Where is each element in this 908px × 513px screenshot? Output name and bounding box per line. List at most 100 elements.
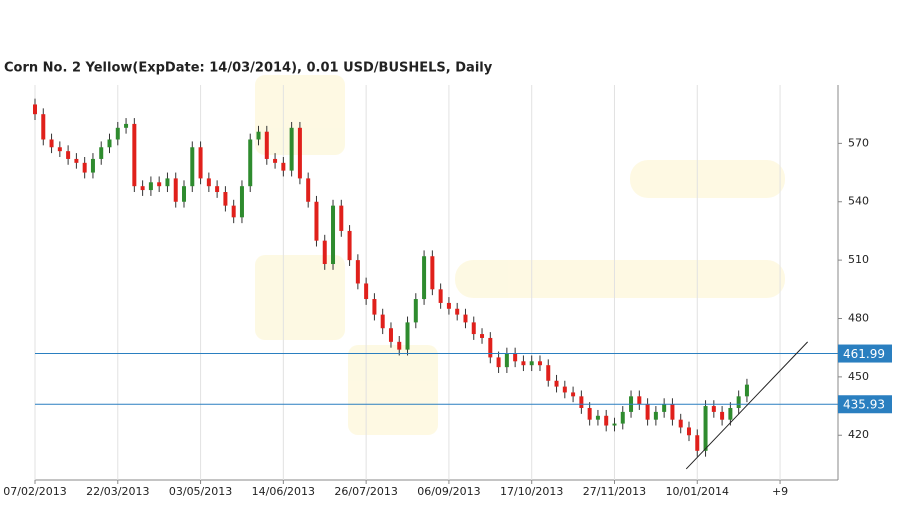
level-label-box <box>838 344 892 363</box>
candle-body <box>744 384 749 397</box>
candle-body <box>173 178 178 202</box>
x-tick-label: 03/05/2013 <box>169 485 232 498</box>
candle-body <box>314 201 319 241</box>
candle-body <box>413 299 418 323</box>
candle-body <box>711 406 716 412</box>
candle-body <box>182 186 187 202</box>
candle-body <box>190 147 195 187</box>
candle-body <box>645 404 650 420</box>
candle-body <box>678 419 683 428</box>
candle-body <box>471 322 476 335</box>
x-tick-label: 10/01/2014 <box>666 485 729 498</box>
x-tick-label: 06/09/2013 <box>417 485 480 498</box>
candle-body <box>132 123 137 187</box>
candle-body <box>140 186 145 191</box>
candle-body <box>521 361 526 366</box>
candle-body <box>289 127 294 171</box>
x-tick-label: 14/06/2013 <box>252 485 315 498</box>
candle-body <box>33 104 37 115</box>
candle-body <box>480 334 485 338</box>
candle-body <box>488 337 493 358</box>
candle-body <box>438 289 443 303</box>
level-label: 461.99 <box>843 347 885 361</box>
candle-body <box>124 123 129 128</box>
candle-body <box>397 341 402 350</box>
trend-line <box>685 341 809 470</box>
y-tick-label: 480 <box>848 311 869 324</box>
candle-body <box>686 427 691 436</box>
level-label-box <box>838 395 892 414</box>
candle-body <box>297 127 302 179</box>
candle-body <box>504 353 509 368</box>
x-tick-label: 22/03/2013 <box>86 485 149 498</box>
candle-body <box>562 386 567 393</box>
candle-body <box>736 396 741 409</box>
level-label: 435.93 <box>843 398 885 412</box>
candle-body <box>231 205 236 218</box>
candle-body <box>579 396 584 409</box>
candle-body <box>281 162 286 171</box>
candle-body <box>463 314 468 323</box>
candle-body <box>248 139 253 187</box>
candle-body <box>347 230 352 261</box>
candle-body <box>82 162 87 173</box>
y-tick-label: 420 <box>848 428 869 441</box>
candle-body <box>496 357 501 368</box>
candle-body <box>355 260 360 284</box>
candle-body <box>529 361 534 366</box>
candle-body <box>107 139 112 148</box>
candle-body <box>537 361 542 366</box>
candle-body <box>49 139 54 148</box>
candle-body <box>612 423 617 426</box>
candle-body <box>223 192 228 206</box>
candle-body <box>595 415 600 420</box>
candle-body <box>446 302 451 309</box>
candle-body <box>372 299 377 315</box>
candle-body <box>322 240 327 265</box>
candle-body <box>90 158 95 173</box>
x-tick-label: 17/10/2013 <box>500 485 563 498</box>
candle-body <box>148 182 153 191</box>
candle-body <box>554 380 559 387</box>
y-tick-label: 510 <box>848 253 869 266</box>
candle-body <box>720 411 725 420</box>
candle-body <box>198 147 203 179</box>
candle-body <box>695 435 700 451</box>
candle-body <box>273 158 278 163</box>
candle-body <box>264 131 269 159</box>
y-tick-label: 570 <box>848 136 869 149</box>
candle-body <box>339 205 344 231</box>
x-tick-label: 07/02/2013 <box>3 485 66 498</box>
x-tick-label: +9 <box>772 485 788 498</box>
candle-body <box>662 404 667 412</box>
candle-body <box>74 158 79 163</box>
candle-body <box>388 328 393 342</box>
candle-body <box>728 408 733 420</box>
candle-body <box>331 205 336 265</box>
x-tick-label: 27/11/2013 <box>583 485 646 498</box>
candle-body <box>41 114 46 140</box>
candle-body <box>165 178 170 187</box>
candle-body <box>637 396 642 405</box>
watermark <box>255 75 785 435</box>
candle-body <box>670 404 675 420</box>
candle-body <box>703 406 708 451</box>
candle-body <box>157 182 162 187</box>
candle-body <box>364 283 369 300</box>
candle-body <box>455 308 460 315</box>
candle-body <box>206 178 211 187</box>
candle-body <box>115 127 120 140</box>
candle-body <box>256 131 261 140</box>
candle-body <box>513 353 518 362</box>
candle-body <box>405 322 410 350</box>
candle-body <box>215 186 220 193</box>
candle-body <box>57 147 62 152</box>
chart-title: Corn No. 2 Yellow(ExpDate: 14/03/2014), … <box>4 61 493 76</box>
candle-body <box>66 151 71 159</box>
candle-body <box>620 411 625 424</box>
candle-body <box>306 178 311 202</box>
candle-body <box>604 415 609 426</box>
candle-body <box>587 408 592 420</box>
candle-body <box>430 256 435 290</box>
candle-body <box>546 365 551 381</box>
